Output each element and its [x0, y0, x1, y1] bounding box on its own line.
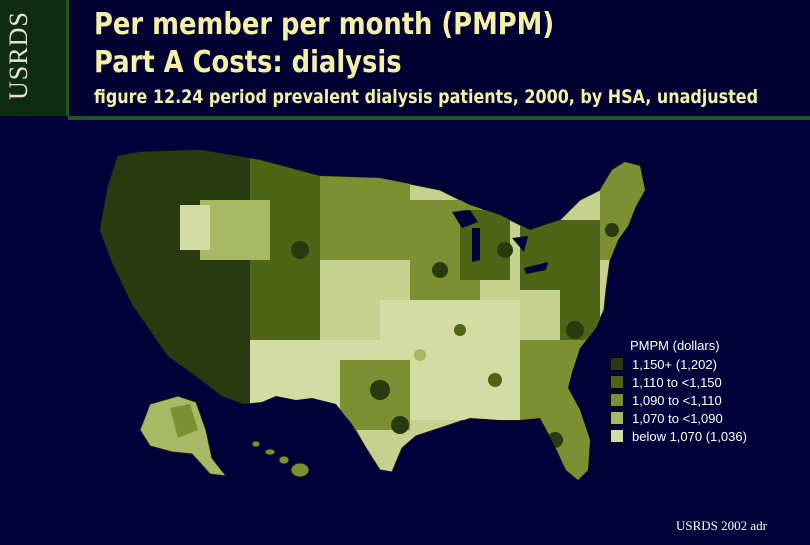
title-line-1: Per member per month (PMPM): [94, 7, 555, 42]
legend-label: 1,150+ (1,202): [632, 356, 717, 372]
region-west: [100, 150, 250, 410]
legend-swatch: [610, 375, 624, 389]
legend-label: 1,070 to <1,090: [632, 410, 723, 426]
patch-missouri: [454, 324, 466, 336]
legend-label: 1,110 to <1,150: [632, 374, 722, 390]
patch-michigan: [497, 242, 513, 258]
region-idaho-light: [180, 205, 210, 250]
patch-new-york: [605, 223, 619, 237]
legend-item: 1,070 to <1,090: [610, 409, 747, 427]
legend-item: below 1,070 (1,036): [610, 427, 747, 445]
patch-arkansas: [414, 349, 426, 361]
hsa-regions: [100, 150, 645, 480]
page-title: Per member per month (PMPM) Part A Costs…: [94, 6, 554, 82]
patch-texas-2: [391, 416, 409, 434]
alaska-interior: [170, 404, 198, 438]
usrds-logo: USRDS: [0, 0, 69, 116]
legend-item: 1,150+ (1,202): [610, 355, 747, 373]
legend-label: 1,090 to <1,110: [632, 392, 722, 408]
patch-virginia: [566, 321, 584, 339]
region-north-plains: [320, 170, 410, 260]
legend-swatch: [610, 393, 624, 407]
lake-superior: [452, 210, 478, 228]
patch-texas-1: [370, 380, 390, 400]
legend-swatch: [610, 357, 624, 371]
region-new-england: [600, 160, 645, 260]
patch-colorado: [291, 241, 309, 259]
title-line-2: Part A Costs: dialysis: [94, 45, 402, 80]
lake-erie: [524, 262, 548, 274]
patch-iowa: [432, 262, 448, 278]
lake-huron: [512, 236, 528, 252]
header-divider: [68, 116, 810, 120]
figure-subtitle: figure 12.24 period prevalent dialysis p…: [94, 86, 759, 108]
patch-alabama: [488, 373, 502, 387]
legend-item: 1,090 to <1,110: [610, 391, 747, 409]
legend-swatch: [610, 429, 624, 443]
legend-title: PMPM (dollars): [630, 338, 720, 353]
hawaii: [251, 440, 310, 478]
legend-item: 1,110 to <1,150: [610, 373, 747, 391]
region-northeast: [520, 220, 600, 290]
source-credit: USRDS 2002 adr: [676, 518, 768, 533]
header: USRDS Per member per month (PMPM) Part A…: [0, 0, 810, 118]
lake-michigan: [472, 228, 480, 262]
legend-swatch: [610, 411, 624, 425]
region-southeast: [520, 340, 590, 480]
patch-florida: [547, 432, 563, 448]
map-legend: PMPM (dollars) 1,150+ (1,202) 1,110 to <1…: [610, 338, 747, 445]
region-idaho: [200, 200, 270, 260]
legend-label: below 1,070 (1,036): [632, 428, 747, 444]
